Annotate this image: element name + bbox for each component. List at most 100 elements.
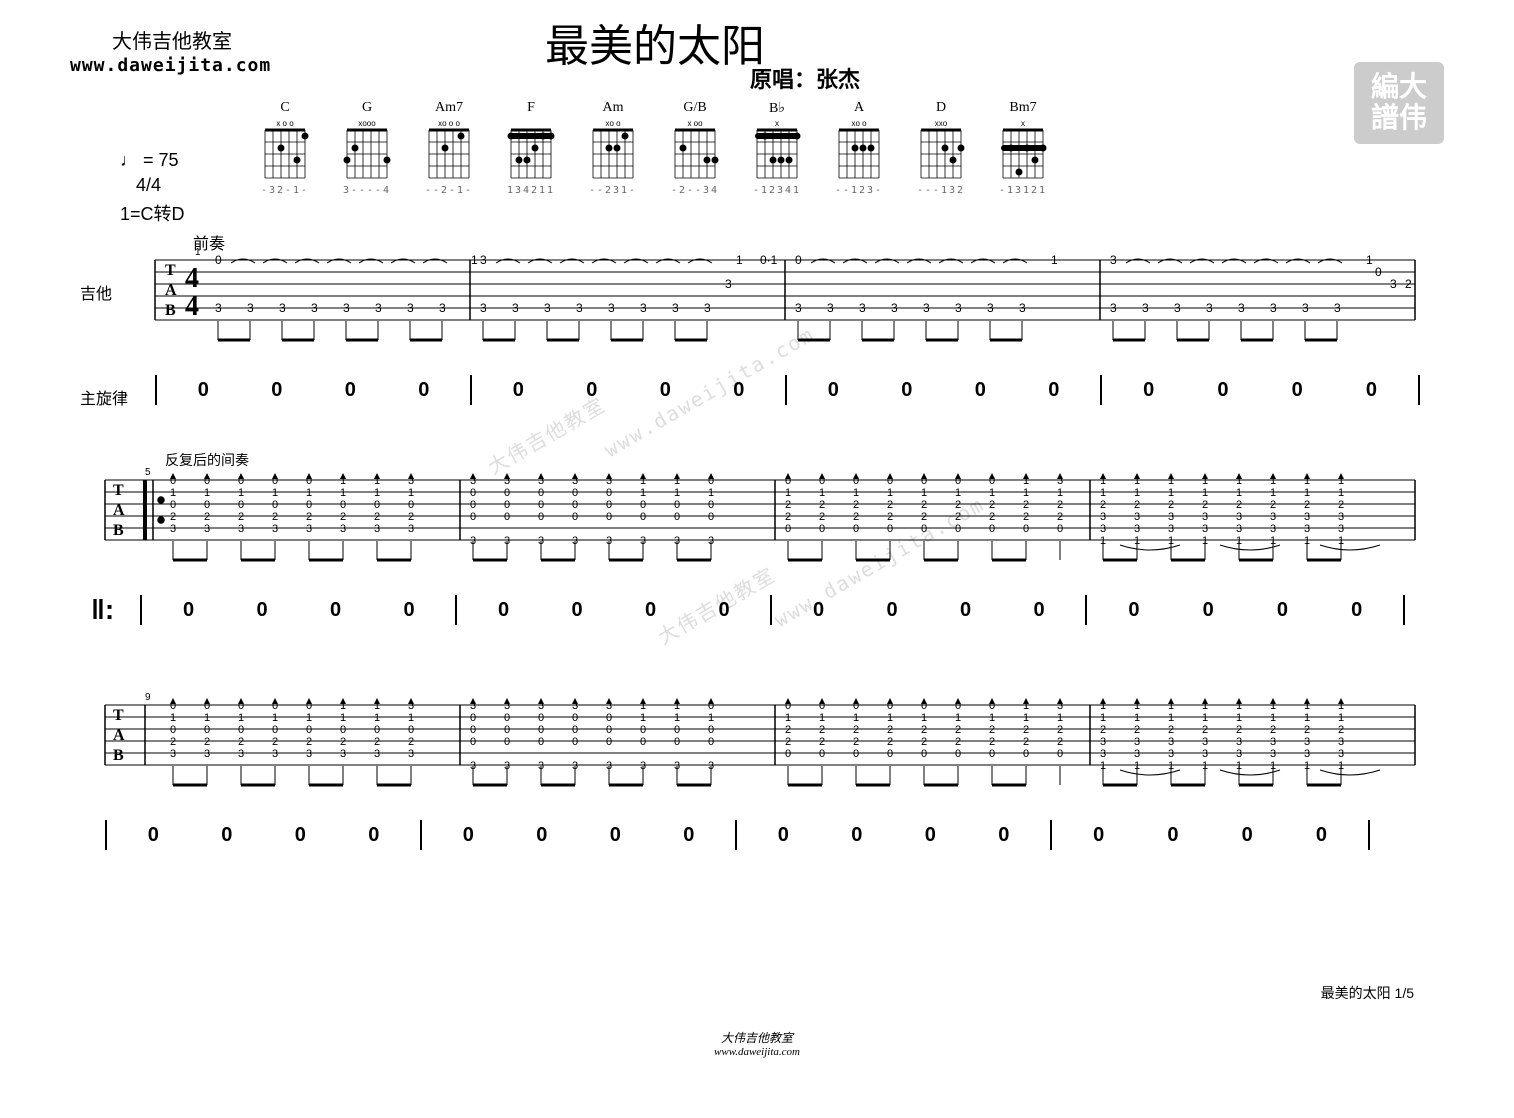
svg-text:xo o o: xo o o [438, 119, 460, 128]
melody-note: 0 [960, 599, 971, 622]
svg-text:T: T [113, 707, 124, 724]
chord-fingering: ---132 [916, 185, 966, 196]
svg-text:3: 3 [1202, 748, 1208, 760]
svg-text:0: 0 [306, 475, 312, 487]
barline [1418, 375, 1420, 405]
svg-text:3: 3 [538, 475, 544, 487]
svg-text:1: 1 [819, 712, 825, 724]
melody-note: 0 [1143, 379, 1154, 402]
svg-text:0: 0 [785, 475, 791, 487]
svg-text:0: 0 [989, 475, 995, 487]
svg-text:3: 3 [1338, 748, 1344, 760]
svg-text:T: T [113, 482, 124, 499]
svg-text:1: 1 [1023, 475, 1029, 487]
melody-note: 0 [1217, 379, 1228, 402]
svg-text:2: 2 [1168, 499, 1174, 511]
svg-text:0: 0 [538, 511, 544, 523]
svg-text:xxo: xxo [935, 119, 948, 128]
svg-text:3: 3 [1168, 736, 1174, 748]
svg-text:2: 2 [989, 511, 995, 523]
svg-text:2: 2 [1057, 736, 1063, 748]
tab-staff-1: T A B 4 4 1 3333333301333333333133333333… [85, 245, 1425, 355]
melody-bar-values: 0000 [1052, 824, 1368, 847]
svg-text:2: 2 [819, 736, 825, 748]
svg-text:3: 3 [1100, 523, 1106, 535]
svg-text:3: 3 [544, 301, 551, 315]
svg-text:0: 0 [470, 499, 476, 511]
svg-text:0·1: 0·1 [760, 253, 778, 267]
svg-text:0: 0 [674, 499, 680, 511]
chord-diagram: Axo o--123- [834, 100, 884, 196]
melody-note: 0 [998, 824, 1009, 847]
svg-text:3: 3 [215, 301, 222, 315]
svg-text:3: 3 [1270, 511, 1276, 523]
svg-text:0: 0 [819, 700, 825, 712]
svg-text:3: 3 [572, 700, 578, 712]
svg-text:B: B [113, 747, 124, 764]
svg-text:1: 1 [1051, 253, 1058, 267]
chord-diagram: Bm7x-13121 [998, 100, 1048, 196]
chord-fingering: --123- [834, 185, 884, 196]
svg-text:3: 3 [704, 301, 711, 315]
svg-text:9: 9 [145, 692, 151, 703]
svg-text:2: 2 [1134, 724, 1140, 736]
svg-text:T: T [165, 262, 176, 279]
svg-text:0: 0 [340, 724, 346, 736]
svg-text:0: 0 [795, 253, 802, 267]
svg-text:2: 2 [408, 736, 414, 748]
svg-text:0: 0 [238, 700, 244, 712]
svg-text:3: 3 [1168, 511, 1174, 523]
svg-text:1: 1 [374, 487, 380, 499]
singer-credit: 原唱：张杰 [750, 62, 860, 94]
svg-text:1: 1 [374, 712, 380, 724]
svg-text:3: 3 [1270, 523, 1276, 535]
svg-text:0: 0 [640, 511, 646, 523]
svg-text:0: 0 [170, 724, 176, 736]
svg-text:2: 2 [1057, 724, 1063, 736]
svg-text:1: 1 [1023, 487, 1029, 499]
svg-text:0: 0 [238, 724, 244, 736]
svg-text:1: 1 [170, 487, 176, 499]
chord-name: C [260, 100, 310, 118]
svg-text:2: 2 [921, 736, 927, 748]
svg-text:0: 0 [340, 499, 346, 511]
svg-text:3: 3 [374, 523, 380, 535]
footer-line1: 大伟吉他教室 [0, 1029, 1514, 1046]
svg-text:2: 2 [374, 736, 380, 748]
svg-text:1: 1 [340, 475, 346, 487]
chord-diagram: Gxooo3----4 [342, 100, 392, 196]
svg-text:2: 2 [238, 736, 244, 748]
svg-text:1: 1 [1100, 712, 1106, 724]
svg-text:2: 2 [1057, 499, 1063, 511]
svg-text:0: 0 [708, 724, 714, 736]
svg-text:1: 1 [1202, 475, 1208, 487]
svg-text:xo o: xo o [605, 119, 621, 128]
svg-text:3: 3 [795, 301, 802, 315]
svg-text:3: 3 [407, 301, 414, 315]
melody-note: 0 [513, 379, 524, 402]
svg-text:1: 1 [272, 487, 278, 499]
svg-text:1: 1 [408, 712, 414, 724]
svg-text:1: 1 [1057, 487, 1063, 499]
chord-name: G [342, 100, 392, 118]
svg-text:0: 0 [887, 475, 893, 487]
svg-text:3: 3 [576, 301, 583, 315]
melody-bar-values: 0000 [157, 379, 470, 402]
svg-text:1: 1 [306, 487, 312, 499]
svg-text:3: 3 [1168, 748, 1174, 760]
svg-text:0: 0 [955, 700, 961, 712]
svg-text:1: 1 [1270, 487, 1276, 499]
svg-text:1: 1 [471, 253, 478, 267]
svg-text:3: 3 [1134, 523, 1140, 535]
svg-text:2: 2 [819, 511, 825, 523]
svg-text:3: 3 [375, 301, 382, 315]
chord-grid-icon: xo o [588, 118, 638, 180]
svg-text:3: 3 [1134, 736, 1140, 748]
svg-text:0: 0 [606, 724, 612, 736]
svg-text:1: 1 [921, 712, 927, 724]
svg-text:2: 2 [785, 499, 791, 511]
svg-text:2: 2 [989, 499, 995, 511]
svg-text:3: 3 [480, 301, 487, 315]
svg-text:1: 1 [340, 700, 346, 712]
svg-text:x oo: x oo [687, 119, 703, 128]
